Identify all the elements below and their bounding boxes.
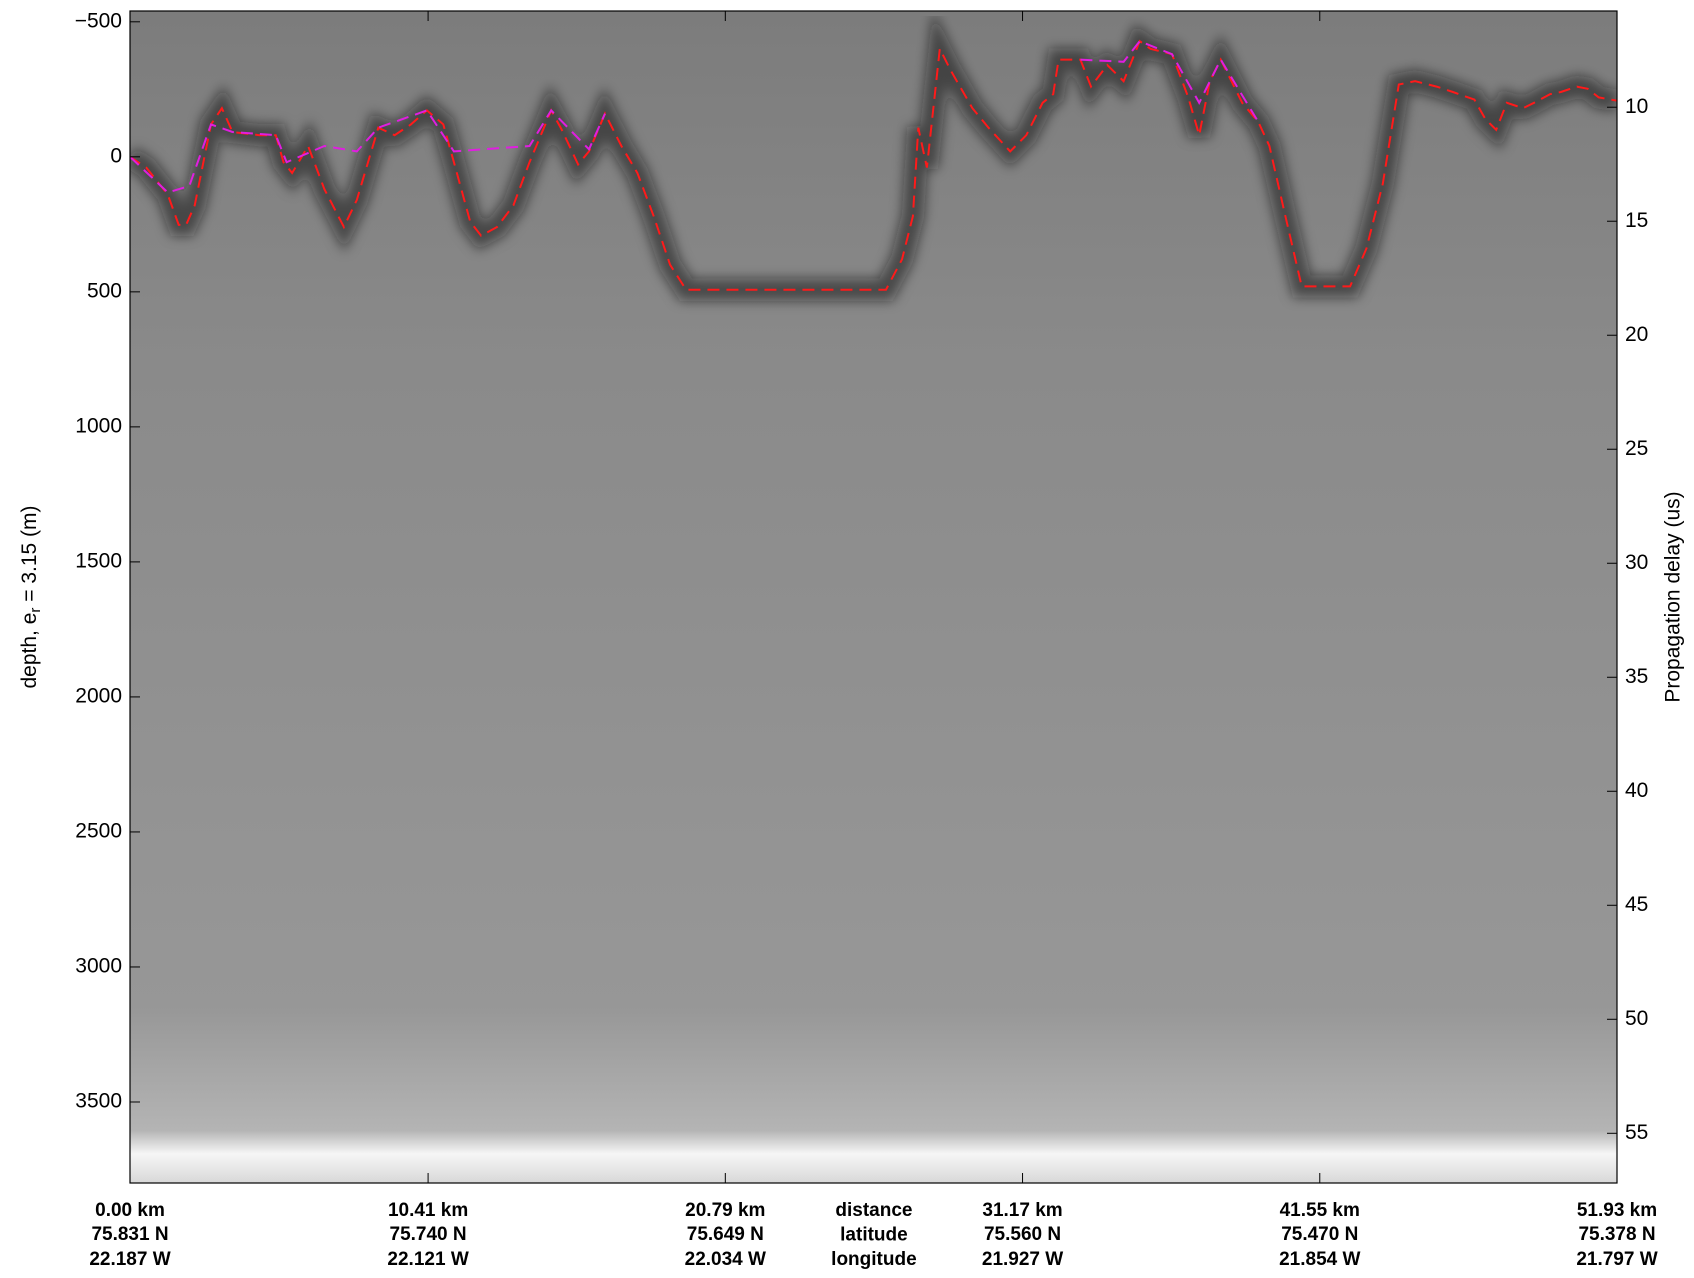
x-longitude-label: 22.187 W: [89, 1249, 170, 1270]
x-tick-label: 0.00 km: [95, 1200, 165, 1221]
y-axis-label: depth, er = 3.15 (m): [18, 505, 44, 688]
y2-tick-label: 45: [1625, 893, 1648, 916]
y2-tick-label: 40: [1625, 779, 1648, 802]
x-longitude-label: 22.121 W: [387, 1249, 468, 1270]
y2-tick-label: 35: [1625, 665, 1648, 688]
x-tick-label: 41.55 km: [1280, 1200, 1360, 1221]
y-tick-label: 2000: [75, 684, 122, 707]
y2-tick-label: 55: [1625, 1121, 1648, 1144]
trace-line: [1080, 39, 1260, 123]
y2-tick-label: 30: [1625, 551, 1648, 574]
y2-tick-label: 15: [1625, 209, 1648, 232]
trace-line: [130, 108, 606, 194]
x-latitude-label: 75.560 N: [984, 1224, 1061, 1245]
x-longitude-label: 21.797 W: [1576, 1249, 1657, 1270]
y2-tick-label: 20: [1625, 323, 1648, 346]
y-tick-label: −500: [75, 9, 122, 32]
y2-tick-label: 10: [1625, 95, 1648, 118]
x-row-label: latitude: [840, 1225, 908, 1246]
x-latitude-label: 75.740 N: [390, 1224, 467, 1245]
x-row-label: distance: [835, 1200, 912, 1221]
y-tick-label: 1000: [75, 414, 122, 437]
y-tick-label: 3000: [75, 955, 122, 978]
y-tick-label: 2500: [75, 819, 122, 842]
x-row-label: longitude: [831, 1249, 916, 1270]
x-latitude-label: 75.831 N: [91, 1224, 168, 1245]
x-longitude-label: 21.927 W: [982, 1249, 1063, 1270]
x-tick-label: 31.17 km: [982, 1200, 1062, 1221]
x-tick-label: 10.41 km: [388, 1200, 468, 1221]
y-tick-label: 1500: [75, 549, 122, 572]
x-latitude-label: 75.470 N: [1281, 1224, 1358, 1245]
y2-tick-label: 25: [1625, 437, 1648, 460]
x-latitude-label: 75.378 N: [1578, 1224, 1655, 1245]
x-longitude-label: 22.034 W: [685, 1249, 766, 1270]
x-tick-label: 51.93 km: [1577, 1200, 1657, 1221]
y-tick-label: 3500: [75, 1090, 122, 1113]
y-tick-label: 500: [87, 279, 122, 302]
plot-frame: [129, 10, 1618, 1184]
y2-tick-label: 50: [1625, 1007, 1648, 1030]
y-tick-label: 0: [110, 144, 122, 167]
y2-axis-label: Propagation delay (us): [1662, 491, 1685, 702]
x-tick-label: 20.79 km: [685, 1200, 765, 1221]
x-longitude-label: 21.854 W: [1279, 1249, 1360, 1270]
trace-line: [130, 39, 1617, 291]
x-latitude-label: 75.649 N: [687, 1224, 764, 1245]
